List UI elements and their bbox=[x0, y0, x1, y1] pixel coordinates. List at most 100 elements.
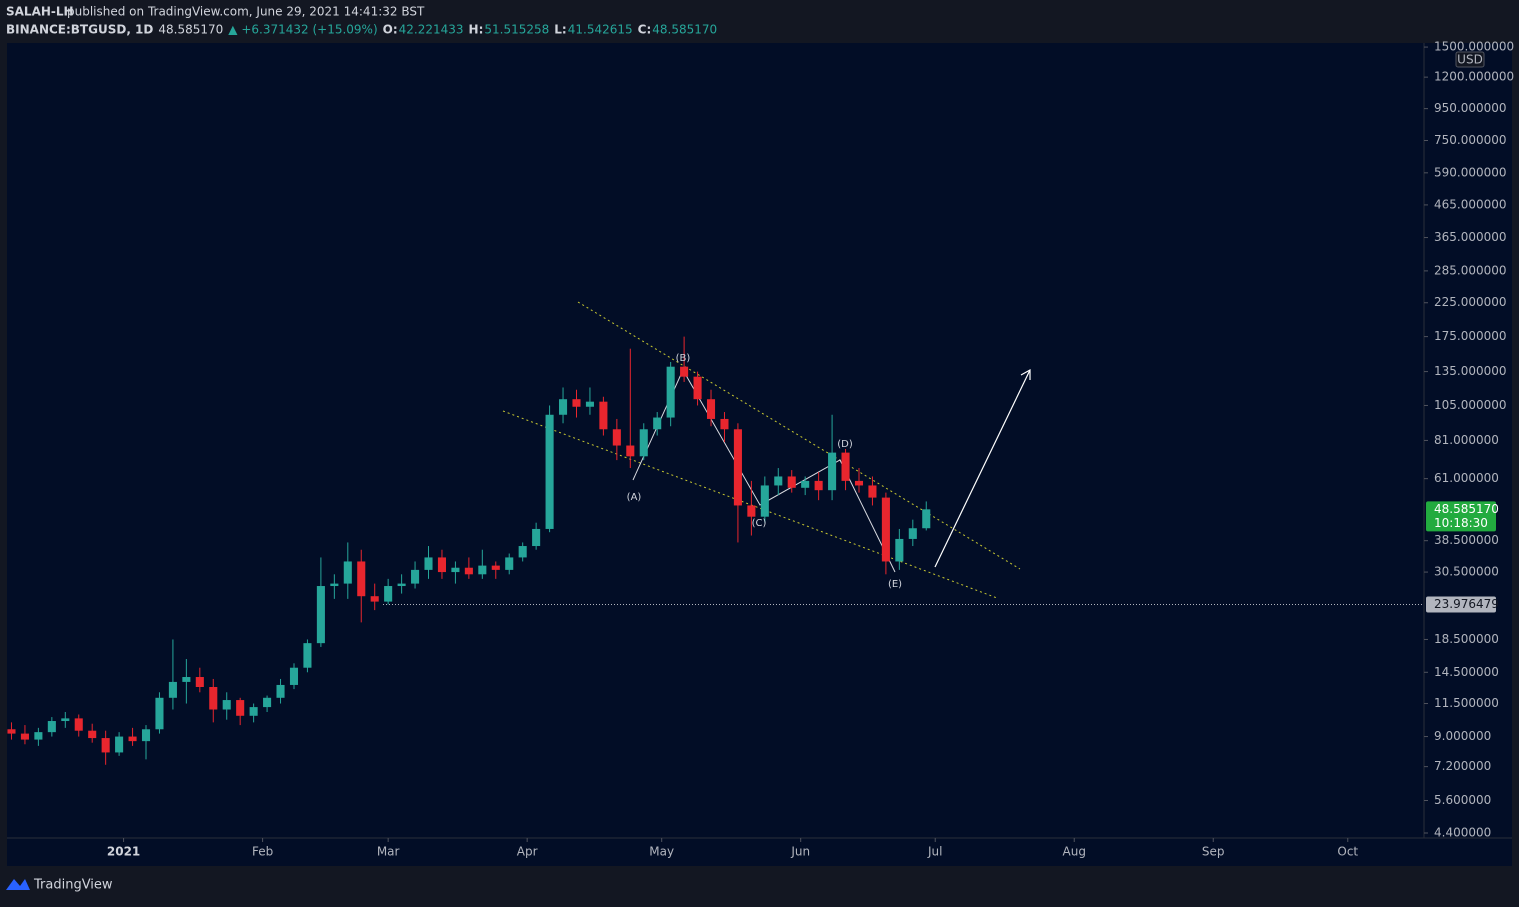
x-tick-label: Aug bbox=[1063, 845, 1086, 859]
chart-pane bbox=[7, 43, 1512, 866]
y-tick-label: 285.000000 bbox=[1434, 263, 1507, 277]
candle-body bbox=[599, 401, 608, 430]
wave-label: (D) bbox=[837, 439, 853, 450]
y-tick-label: 365.000000 bbox=[1434, 230, 1507, 244]
wave-label: (B) bbox=[676, 353, 691, 364]
symbol-line: BINANCE:BTGUSD, 1D 48.585170 ▲ +6.371432 (… bbox=[6, 23, 717, 37]
candle-body bbox=[854, 480, 864, 486]
candle-body bbox=[263, 697, 272, 708]
candle-body bbox=[653, 417, 662, 430]
x-tick-label: Jul bbox=[927, 845, 942, 859]
ohlc-label: H: bbox=[469, 23, 484, 37]
wave-label: (A) bbox=[627, 492, 642, 503]
candle-body bbox=[747, 505, 756, 517]
candle-body bbox=[303, 643, 312, 668]
candle-body bbox=[478, 565, 487, 575]
header-text: 48.585170 bbox=[158, 23, 223, 37]
header-text: 51.515258 bbox=[484, 23, 549, 37]
candle-body bbox=[922, 509, 931, 529]
candle-body bbox=[115, 736, 124, 753]
candle-body bbox=[706, 399, 716, 419]
candle-body bbox=[908, 528, 917, 539]
candle-body bbox=[343, 561, 352, 584]
wave-label: (E) bbox=[888, 579, 902, 590]
candle-body bbox=[626, 445, 635, 457]
x-tick-label: Feb bbox=[252, 845, 273, 859]
candle-body bbox=[222, 700, 231, 710]
candle-body bbox=[384, 586, 393, 602]
ohlc-label: L: bbox=[554, 23, 566, 37]
candle-body bbox=[47, 721, 56, 733]
candle-body bbox=[424, 557, 433, 570]
publisher: SALAH-LH bbox=[6, 5, 74, 19]
candle-body bbox=[787, 476, 796, 488]
y-tick-label: 4.400000 bbox=[1434, 826, 1491, 840]
hline-label: 23.976479 bbox=[1434, 597, 1499, 611]
candle-body bbox=[236, 700, 245, 716]
candle-body bbox=[491, 565, 500, 570]
header-text: 48.585170 bbox=[652, 23, 717, 37]
candle-body bbox=[881, 497, 890, 562]
hline-tag bbox=[1426, 596, 1496, 613]
candle-body bbox=[209, 687, 218, 710]
y-tick-label: 750.000000 bbox=[1434, 133, 1507, 147]
candle-body bbox=[155, 697, 164, 730]
candle-body bbox=[532, 528, 541, 547]
candle-body bbox=[559, 399, 568, 415]
candle-body bbox=[7, 729, 16, 734]
candle-body bbox=[330, 583, 339, 587]
candle-body bbox=[276, 684, 285, 698]
y-tick-label: 38.500000 bbox=[1434, 533, 1499, 547]
y-tick-label: 465.000000 bbox=[1434, 197, 1507, 211]
candle-body bbox=[437, 557, 447, 573]
candle-body bbox=[639, 429, 648, 457]
candle-body bbox=[370, 596, 379, 602]
candle-body bbox=[518, 546, 527, 558]
candle-body bbox=[141, 729, 151, 742]
candle-body bbox=[451, 567, 460, 573]
y-tick-label: 30.500000 bbox=[1434, 565, 1499, 579]
y-tick-label: 950.000000 bbox=[1434, 101, 1507, 115]
wave-label: (C) bbox=[752, 518, 767, 529]
candle-body bbox=[397, 583, 406, 587]
ohlc-label: O: bbox=[383, 23, 398, 37]
last-price-tag bbox=[1426, 501, 1496, 532]
y-tick-label: 5.600000 bbox=[1434, 793, 1491, 807]
y-tick-label: 14.500000 bbox=[1434, 665, 1499, 679]
candle-body bbox=[128, 736, 137, 742]
x-tick-label: Sep bbox=[1202, 845, 1225, 859]
published-info: published on TradingView.com, June 29, 2… bbox=[67, 5, 425, 19]
x-tick-label: Mar bbox=[377, 845, 400, 859]
x-tick-label: May bbox=[649, 845, 674, 859]
candle-body bbox=[357, 561, 366, 597]
candle-body bbox=[316, 586, 325, 644]
logo bbox=[6, 879, 30, 890]
projection-arrow bbox=[934, 369, 1031, 568]
candle-body bbox=[680, 366, 689, 377]
y-tick-label: 81.000000 bbox=[1434, 433, 1499, 447]
currency-box bbox=[1455, 51, 1485, 68]
candle-body bbox=[74, 718, 83, 731]
candle-body bbox=[612, 429, 621, 446]
header-text: BINANCE:BTGUSD, 1D bbox=[6, 23, 153, 37]
wave-path bbox=[632, 368, 896, 573]
candle-body bbox=[572, 399, 581, 407]
candle-body bbox=[666, 366, 675, 418]
y-tick-label: 1500.000000 bbox=[1434, 40, 1514, 54]
candle-body bbox=[720, 418, 729, 430]
y-tick-label: 1200.000000 bbox=[1434, 70, 1514, 84]
candle-body bbox=[505, 557, 514, 570]
candle-body bbox=[61, 718, 70, 722]
y-tick-label: 11.500000 bbox=[1434, 696, 1499, 710]
x-tick-label: Jun bbox=[790, 845, 810, 859]
countdown: 10:18:30 bbox=[1434, 516, 1488, 530]
lower-trendline bbox=[502, 410, 998, 599]
logo-icon bbox=[6, 879, 30, 890]
currency: USD bbox=[1457, 53, 1483, 67]
candle-body bbox=[733, 429, 742, 506]
candle-body bbox=[585, 401, 594, 407]
x-tick-label: Oct bbox=[1337, 845, 1358, 859]
y-tick-label: 61.000000 bbox=[1434, 471, 1499, 485]
candle-body bbox=[289, 667, 299, 685]
